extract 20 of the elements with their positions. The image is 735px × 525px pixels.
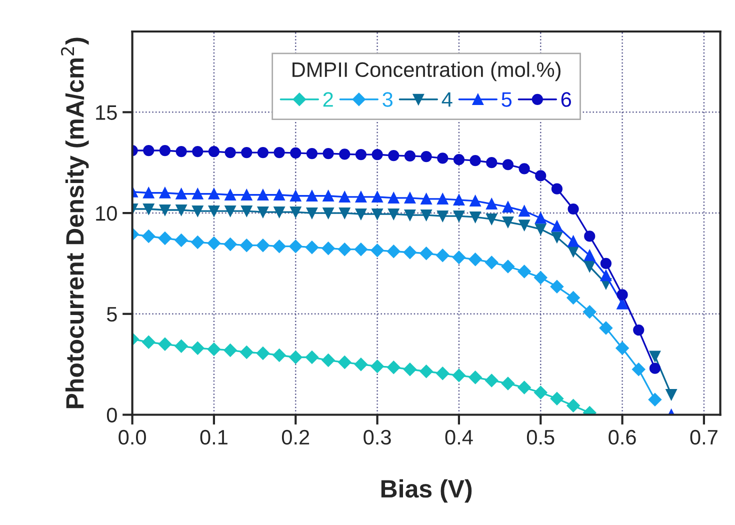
x-tick-label: 0.2 xyxy=(282,430,310,445)
x-tick-label: 0.7 xyxy=(690,430,718,445)
x-tick-label: 0.0 xyxy=(118,430,146,445)
x-tick-label: 0.4 xyxy=(445,430,473,445)
x-axis-title: Bias (V) xyxy=(381,479,472,503)
legend-label: 4 xyxy=(442,92,452,107)
y-tick-label: 0 xyxy=(106,408,117,423)
x-tick-label: 0.6 xyxy=(608,430,636,445)
legend-label: 5 xyxy=(502,92,512,107)
y-tick-label: 5 xyxy=(106,307,117,322)
legend-label: 2 xyxy=(323,92,333,107)
legend-title: DMPII Concentration (mol.%) xyxy=(292,62,560,82)
y-tick-label: 10 xyxy=(96,206,117,221)
x-tick-label: 0.1 xyxy=(200,430,228,445)
y-axis-title: Photocurrent Density (mA/cm$^{2}$) xyxy=(60,38,89,408)
legend-label: 6 xyxy=(561,92,572,107)
x-tick-label: 0.5 xyxy=(526,430,554,445)
y-tick-label: 15 xyxy=(96,105,117,120)
x-tick-label: 0.3 xyxy=(364,430,391,445)
legend-label: 3 xyxy=(382,92,393,107)
